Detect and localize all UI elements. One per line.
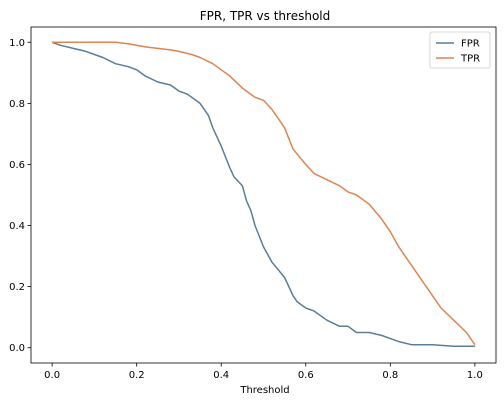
- y-tick-label: 0.2: [9, 282, 25, 293]
- x-tick-label: 0.2: [129, 370, 145, 381]
- series-line-fpr: [51, 41, 475, 347]
- y-tick-label: 0.4: [9, 221, 25, 232]
- y-tick-label: 0.0: [9, 343, 25, 354]
- chart-title: FPR, TPR vs threshold: [200, 9, 331, 23]
- y-tick-label: 0.6: [9, 160, 25, 171]
- x-tick-label: 1.0: [467, 370, 483, 381]
- x-tick-label: 0.8: [382, 370, 398, 381]
- legend-label-fpr: FPR: [461, 39, 480, 50]
- y-tick-label: 0.8: [9, 99, 25, 110]
- y-tick-label: 1.0: [9, 38, 25, 49]
- series-line-tpr: [52, 41, 476, 346]
- legend: FPR TPR: [429, 31, 491, 69]
- axes-frame: [30, 26, 497, 364]
- x-tick-label: 0.4: [213, 370, 229, 381]
- plot-area: 0.0 0.2 0.4 0.6 0.8 1.0 0.0 0.2 0.4 0.6 0.8 1.0 FPR T…: [9, 26, 497, 381]
- x-tick-label: 0.6: [298, 370, 314, 381]
- x-axis-label: Threshold: [239, 385, 289, 396]
- x-tick-label: 0.0: [44, 370, 60, 381]
- legend-label-tpr: TPR: [460, 54, 480, 65]
- legend-box: [429, 31, 491, 69]
